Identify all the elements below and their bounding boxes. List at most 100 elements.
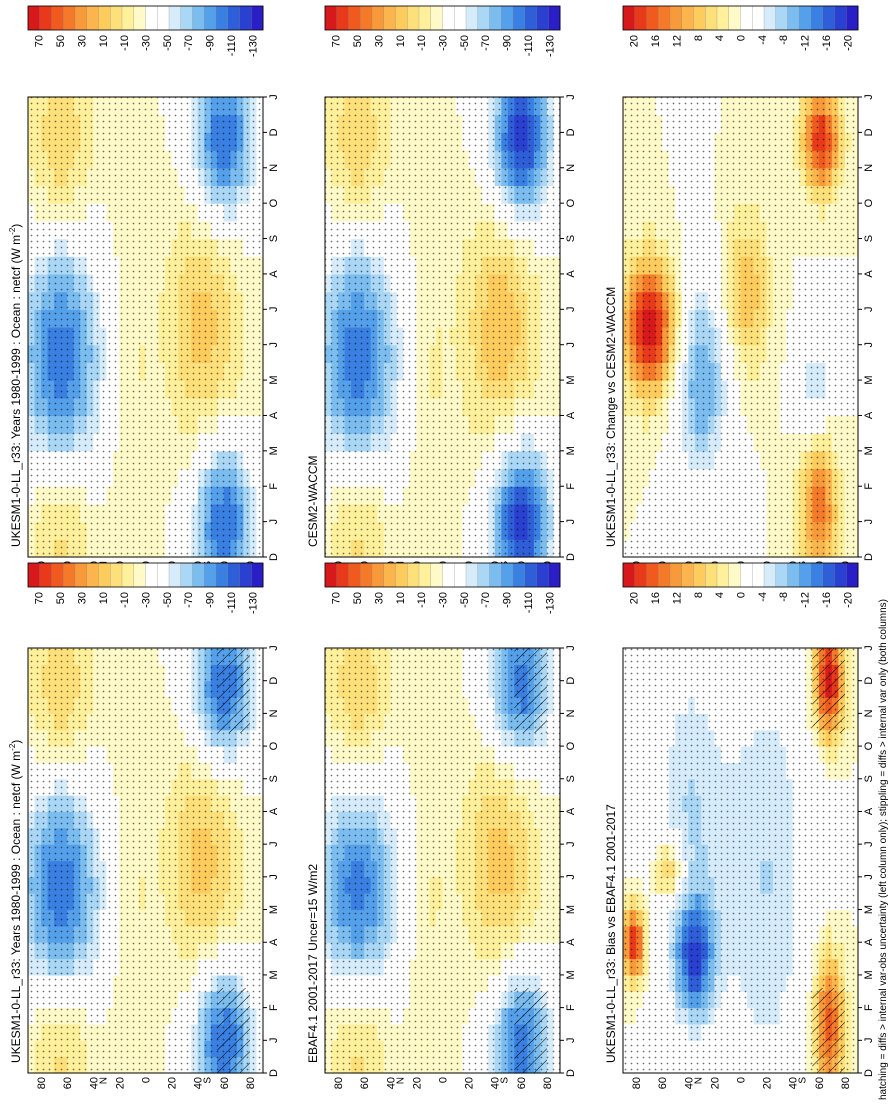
- month-tick-label: F: [863, 1004, 875, 1011]
- month-tick-label: F: [565, 483, 577, 490]
- month-tick-label: M: [268, 375, 280, 384]
- lat-tick-label: 40: [788, 1077, 800, 1089]
- month-tick-label: J: [565, 342, 577, 348]
- month-tick-label: D: [565, 128, 577, 136]
- lat-tick-label: 20: [411, 1077, 423, 1089]
- stippling: [28, 97, 263, 557]
- month-tick-label: D: [863, 677, 875, 685]
- month-tick-label: S: [863, 775, 875, 782]
- month-tick-label: A: [565, 807, 577, 815]
- month-tick-label: M: [268, 905, 280, 914]
- month-tick-label: M: [565, 970, 577, 979]
- month-tick-label: F: [565, 1004, 577, 1011]
- month-tick-label: A: [565, 938, 577, 946]
- lat-tick-label: 60: [814, 1077, 826, 1089]
- month-tick-label: J: [565, 519, 577, 525]
- month-tick-label: O: [565, 741, 577, 750]
- lat-tick-label: 20: [167, 1077, 179, 1089]
- panel-title: UKESM1-0-LL_r33: Years 1980-1999 : Ocean…: [8, 224, 23, 547]
- month-tick-label: J: [268, 645, 280, 651]
- month-tick-label: O: [268, 741, 280, 750]
- month-tick-label: J: [565, 874, 577, 880]
- month-tick-label: D: [863, 1069, 875, 1077]
- stippling: [325, 97, 560, 557]
- month-tick-label: J: [268, 94, 280, 100]
- lat-tick-label: 0: [736, 1077, 748, 1083]
- month-tick-label: N: [268, 709, 280, 717]
- lat-tick-label: 60: [657, 1077, 669, 1089]
- month-tick-label: M: [268, 446, 280, 455]
- hatching: [812, 988, 845, 1073]
- month-tick-label: D: [268, 553, 280, 561]
- month-tick-label: J: [565, 1038, 577, 1044]
- month-tick-label: D: [268, 128, 280, 136]
- month-tick-label: D: [565, 677, 577, 685]
- plot-frame: [27, 96, 264, 558]
- plot-frame: [324, 647, 561, 1074]
- lat-tick-label: 80: [245, 1077, 257, 1089]
- lat-tick-label: 40: [683, 1077, 695, 1089]
- month-tick-label: A: [268, 270, 280, 278]
- month-tick-label: D: [565, 553, 577, 561]
- month-tick-label: J: [863, 874, 875, 880]
- month-tick-label: O: [268, 198, 280, 207]
- panel-title: UKESM1-0-LL_r33: Years 1980-1999 : Ocean…: [8, 740, 23, 1063]
- month-tick-label: A: [268, 807, 280, 815]
- lat-tick-label: 0: [438, 1077, 450, 1083]
- month-tick-label: J: [565, 645, 577, 651]
- month-tick-label: N: [268, 164, 280, 172]
- lat-hemisphere-label: N: [395, 1077, 406, 1084]
- lat-tick-label: 0: [141, 1077, 153, 1083]
- hatching: [217, 648, 250, 733]
- lat-tick-label: 80: [840, 1077, 852, 1089]
- lat-hemisphere-label: S: [203, 1077, 214, 1084]
- month-tick-label: J: [268, 307, 280, 313]
- hatching: [514, 988, 547, 1073]
- lat-hemisphere-label: N: [98, 1077, 109, 1084]
- lat-tick-label: 40: [385, 1077, 397, 1089]
- month-tick-label: A: [863, 807, 875, 815]
- lat-tick-label: 60: [62, 1077, 74, 1089]
- month-tick-label: F: [268, 483, 280, 490]
- month-tick-label: J: [565, 841, 577, 847]
- month-tick-label: M: [565, 375, 577, 384]
- month-tick-label: N: [565, 164, 577, 172]
- month-tick-label: O: [565, 198, 577, 207]
- lat-tick-label: 80: [542, 1077, 554, 1089]
- month-tick-label: F: [268, 1004, 280, 1011]
- lat-tick-label: 60: [359, 1077, 371, 1089]
- month-tick-label: A: [268, 411, 280, 419]
- month-tick-label: A: [268, 938, 280, 946]
- lat-tick-label: 60: [219, 1077, 231, 1089]
- month-tick-label: J: [863, 645, 875, 651]
- month-tick-label: J: [268, 841, 280, 847]
- hatching: [217, 988, 250, 1073]
- plot-frame: [324, 96, 561, 558]
- month-tick-label: O: [863, 741, 875, 750]
- lat-tick-label: 20: [114, 1077, 126, 1089]
- month-tick-label: D: [268, 677, 280, 685]
- lat-tick-label: 40: [490, 1077, 502, 1089]
- month-tick-label: J: [268, 1038, 280, 1044]
- month-tick-label: J: [268, 874, 280, 880]
- panel-title: CESM2-WACCM: [306, 455, 320, 547]
- month-tick-label: S: [565, 235, 577, 242]
- month-tick-label: J: [863, 1038, 875, 1044]
- month-tick-label: N: [565, 709, 577, 717]
- month-tick-label: D: [268, 1069, 280, 1077]
- plot-frame: [27, 647, 264, 1074]
- lat-tick-label: 40: [88, 1077, 100, 1089]
- panel-title: UKESM1-0-LL_r33: Bias vs EBAF4.1 2001-20…: [604, 804, 618, 1063]
- month-tick-label: M: [565, 905, 577, 914]
- month-tick-label: S: [565, 775, 577, 782]
- panel-title: EBAF4.1 2001-2017 Uncer=15 W/m2: [306, 864, 320, 1063]
- month-tick-label: M: [268, 970, 280, 979]
- chart-3: DJFMAMJJASONDJ80604020020406080NSCESM2-W…: [306, 94, 577, 573]
- chart-5: DJFMAMJJASONDJ80604020020406080NSUKESM1-…: [604, 94, 875, 573]
- lat-tick-label: 40: [193, 1077, 205, 1089]
